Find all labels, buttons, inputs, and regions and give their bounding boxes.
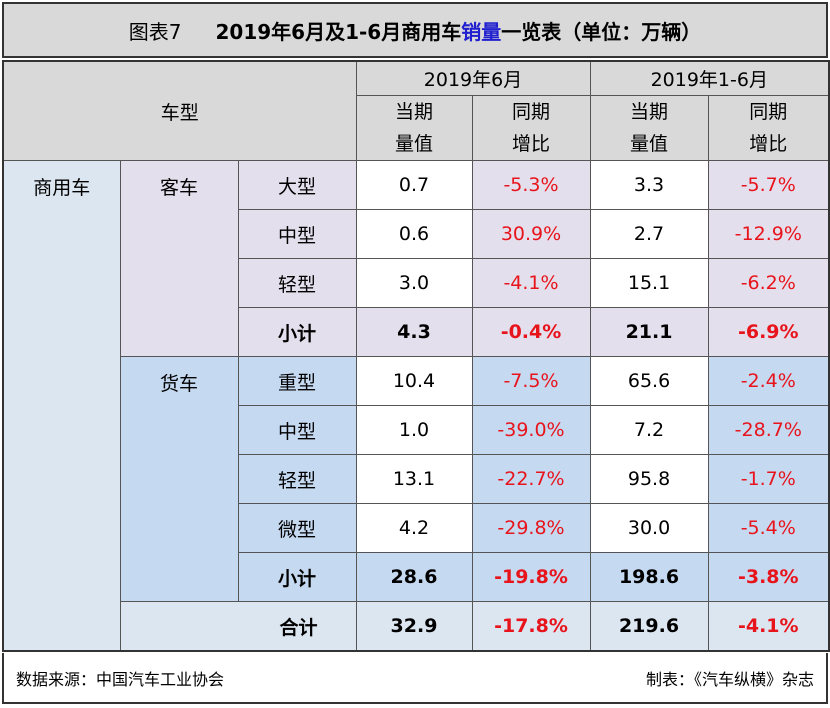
table-row: 商用车 客车 大型 0.7 -5.3% 3.3 -5.7% [2,160,830,651]
ytd-yoy: -2.4% [707,356,830,406]
ytd-volume: 15.1 [589,258,709,308]
table-row: 货车 重型 10.4 -7.5% 65.6 -2.4% [3,356,830,602]
june-volume: 0.6 [355,209,473,259]
header-row-2: 当期 量值 同期 增比 当期 量值 同期 增比 [3,95,830,161]
type-cell: 重型 [237,356,357,406]
subtotal-label: 小计 [238,552,357,602]
june-volume: 3.0 [355,258,473,308]
june-volume: 13.1 [355,454,473,504]
ytd-volume: 95.8 [589,454,709,504]
figure-label: 图表7 [128,19,182,44]
header-period-ytd: 2019年1-6月 [589,60,830,96]
ytd-yoy: -12.9% [707,209,830,259]
type-cell: 中型 [237,405,357,455]
table-row: 微型 4.2 -29.8% 30.0 -5.4% [3,503,830,553]
ytd-yoy: -1.7% [707,454,830,504]
ytd-yoy: -6.2% [707,258,830,308]
header-period-june: 2019年6月 [355,60,591,96]
june-volume: 4.3 [355,307,473,357]
ytd-yoy: -4.1% [707,601,830,652]
june-volume: 1.0 [355,405,473,455]
category-cell: 商用车 [2,160,121,651]
ytd-yoy: -3.8% [707,552,830,602]
june-yoy: 30.9% [471,209,591,259]
june-yoy: -17.8% [471,601,591,652]
group-cell: 客车 [119,160,239,357]
ytd-volume: 21.1 [589,307,709,357]
ytd-yoy: -6.9% [707,307,830,357]
june-yoy: -7.5% [471,356,591,406]
total-label: 合计 [120,601,357,652]
header-june-yoy: 同期 增比 [471,95,591,161]
ytd-volume: 7.2 [589,405,709,455]
ytd-volume: 198.6 [589,552,709,602]
group-cell: 货车 [119,356,239,602]
table-row: 轻型 3.0 -4.1% 15.1 -6.2% [3,258,830,308]
june-yoy: -5.3% [471,160,591,210]
june-yoy: -19.8% [471,552,591,602]
footer: 数据来源：中国汽车工业协会 制表：《汽车纵横》杂志 [2,653,828,704]
subtotal-row: 小计 28.6 -19.8% 198.6 -3.8% [3,552,830,602]
header-ytd-volume: 当期 量值 [589,95,709,161]
header-row-1: 车型 2019年6月 2019年1-6月 [2,60,830,161]
ytd-volume: 2.7 [589,209,709,259]
june-yoy: -4.1% [471,258,591,308]
june-volume: 28.6 [355,552,473,602]
ytd-yoy: -5.7% [707,160,830,210]
type-cell: 大型 [237,160,357,210]
june-yoy: -0.4% [471,307,591,357]
type-cell: 轻型 [237,258,357,308]
total-row: 合计 32.9 -17.8% 219.6 -4.1% [3,601,830,652]
ytd-volume: 30.0 [589,503,709,553]
ytd-volume: 219.6 [589,601,709,652]
subtotal-label: 小计 [238,307,357,357]
type-cell: 轻型 [237,454,357,504]
ytd-yoy: -5.4% [707,503,830,553]
table-title: 图表7 2019年6月及1-6月商用车销量一览表（单位：万辆） [2,2,828,58]
header-type: 车型 [2,60,357,161]
june-yoy: -39.0% [471,405,591,455]
data-source: 数据来源：中国汽车工业协会 [16,669,225,689]
type-cell: 中型 [237,209,357,259]
june-yoy: -29.8% [471,503,591,553]
june-yoy: -22.7% [471,454,591,504]
table-row: 中型 1.0 -39.0% 7.2 -28.7% [3,405,830,455]
june-volume: 0.7 [355,160,473,210]
ytd-volume: 3.3 [589,160,709,210]
june-volume: 10.4 [355,356,473,406]
type-cell: 微型 [237,503,357,553]
ytd-volume: 65.6 [589,356,709,406]
june-volume: 32.9 [355,601,473,652]
header-ytd-yoy: 同期 增比 [707,95,830,161]
ytd-yoy: -28.7% [707,405,830,455]
table-row: 中型 0.6 30.9% 2.7 -12.9% [3,209,830,259]
title-text: 2019年6月及1-6月商用车销量一览表（单位：万辆） [215,19,702,44]
june-volume: 4.2 [355,503,473,553]
header-june-volume: 当期 量值 [355,95,473,161]
sales-table: 车型 2019年6月 2019年1-6月 当期 量值 同期 增比 当期 量值 同期 增比… [2,60,830,652]
subtotal-row: 小计 4.3 -0.4% 21.1 -6.9% [3,307,830,357]
credit: 制表：《汽车纵横》杂志 [645,669,814,689]
